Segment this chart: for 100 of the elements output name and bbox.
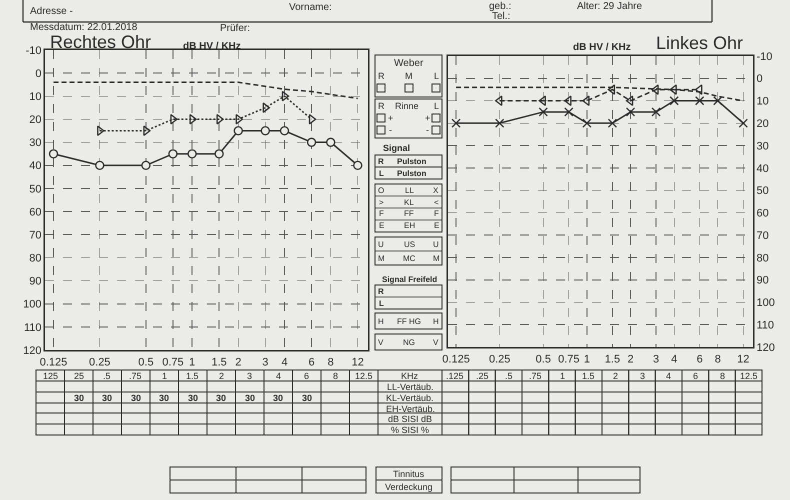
- text: US: [404, 240, 416, 249]
- text: H: [433, 317, 439, 326]
- x-tick-label: .5: [103, 371, 111, 381]
- x-tick-label: 2: [219, 371, 224, 381]
- x-tick-label: 0.25: [89, 356, 110, 368]
- x-tick-label: 3: [262, 356, 268, 368]
- text: M: [378, 254, 385, 263]
- text: FF: [404, 209, 414, 218]
- text: R: [378, 71, 385, 81]
- y-tick-label: 90: [29, 276, 42, 288]
- x-tick-label: 0.75: [558, 354, 580, 366]
- x-tick-label: 6: [696, 354, 703, 366]
- text: Rinne: [395, 101, 419, 111]
- x-tick-label: .75: [529, 371, 542, 381]
- y-tick-label: 10: [29, 91, 42, 103]
- x-tick-label: 4: [671, 354, 678, 366]
- x-tick-label: 4: [281, 356, 288, 368]
- y-tick-label: 100: [756, 297, 775, 310]
- text: R: [378, 101, 385, 111]
- data-label: 30: [273, 393, 284, 403]
- text: F: [379, 209, 384, 218]
- text: M: [405, 71, 412, 81]
- x-tick-label: 3: [640, 371, 646, 381]
- x-tick-label: .5: [505, 371, 513, 381]
- x-tick-label: 0.5: [536, 354, 551, 366]
- text: <: [434, 198, 439, 207]
- x-tick-label: 4: [666, 371, 672, 381]
- x-tick-label: 0.125: [40, 356, 68, 368]
- data-label: 30: [188, 393, 198, 403]
- text: O: [378, 186, 384, 195]
- chart-subtitle: dB HV / KHz: [573, 42, 631, 53]
- text: Pulston: [397, 169, 426, 178]
- y-tick-label: 60: [756, 208, 769, 220]
- text: Weber: [394, 58, 424, 69]
- text: V: [378, 338, 384, 347]
- text: KHz: [401, 371, 418, 381]
- data-label: 30: [302, 393, 312, 403]
- y-tick-label: -10: [756, 50, 772, 63]
- x-tick-label: .125: [446, 371, 464, 381]
- category-label: Tinnitus: [393, 469, 424, 479]
- text: V: [433, 338, 439, 347]
- y-tick-label: 70: [756, 230, 769, 242]
- x-tick-label: 6: [308, 356, 315, 368]
- y-tick-label: LL-Vertäub.: [387, 382, 434, 392]
- text: +: [425, 113, 430, 123]
- y-tick-label: KL-Vertäub.: [386, 393, 434, 403]
- y-tick-label: 120: [756, 342, 775, 354]
- x-tick-label: .25: [476, 371, 489, 381]
- x-tick-label: 12: [737, 354, 750, 366]
- text: LL: [405, 186, 414, 195]
- y-tick-label: 50: [756, 185, 769, 198]
- y-tick-label: 0: [35, 68, 42, 80]
- x-tick-label: 1.5: [211, 356, 227, 368]
- x-tick-label: 1.5: [582, 371, 595, 381]
- text: U: [378, 240, 384, 249]
- x-tick-label: 0.5: [138, 356, 154, 368]
- text: Signal Freifeld: [382, 275, 438, 284]
- x-tick-label: 2: [627, 354, 634, 366]
- x-tick-label: 3: [652, 354, 660, 366]
- text: Vorname:: [289, 2, 332, 13]
- x-tick-label: 12: [352, 356, 364, 368]
- y-tick-label: 110: [756, 319, 774, 332]
- data-label: 30: [102, 393, 112, 403]
- y-tick-label: 70: [29, 229, 42, 242]
- y-tick-label: 0: [756, 73, 763, 86]
- y-tick-label: 40: [756, 162, 769, 175]
- y-tick-label: -10: [26, 44, 42, 57]
- y-tick-label: EH-Vertäub.: [386, 404, 436, 414]
- data-label: 30: [159, 393, 170, 403]
- text: Pulston: [397, 157, 426, 166]
- y-tick-label: dB SISI dB: [388, 414, 432, 424]
- y-tick-label: 110: [24, 322, 42, 334]
- text: Adresse -: [30, 6, 73, 17]
- x-tick-label: 12.5: [740, 371, 758, 381]
- x-tick-label: 6: [304, 371, 310, 381]
- x-tick-label: 2: [235, 356, 242, 368]
- text: E: [434, 221, 440, 230]
- y-tick-label: 120: [23, 344, 42, 357]
- data-label: 30: [74, 393, 84, 403]
- x-tick-label: 2: [613, 371, 618, 381]
- data-label: 30: [216, 393, 226, 403]
- y-tick-label: 90: [756, 274, 769, 287]
- x-tick-label: 0.75: [162, 356, 184, 368]
- y-tick-label: 30: [29, 137, 42, 150]
- text: FF HG: [397, 317, 421, 326]
- text: +: [388, 113, 394, 123]
- text: MC: [403, 254, 416, 263]
- text: H: [378, 317, 384, 326]
- text: Tel.:: [492, 11, 510, 22]
- chart-title: Rechtes Ohr: [50, 32, 152, 52]
- text: -: [426, 125, 429, 135]
- y-tick-label: % SISI %: [391, 425, 430, 435]
- x-tick-label: 8: [720, 371, 726, 381]
- y-tick-label: 100: [23, 298, 42, 311]
- category-label: Verdeckung: [385, 482, 433, 492]
- x-tick-label: 125: [43, 371, 58, 381]
- text: X: [433, 186, 439, 195]
- x-tick-label: 25: [74, 371, 84, 381]
- y-tick-label: 10: [756, 96, 769, 108]
- y-tick-label: 80: [29, 252, 42, 265]
